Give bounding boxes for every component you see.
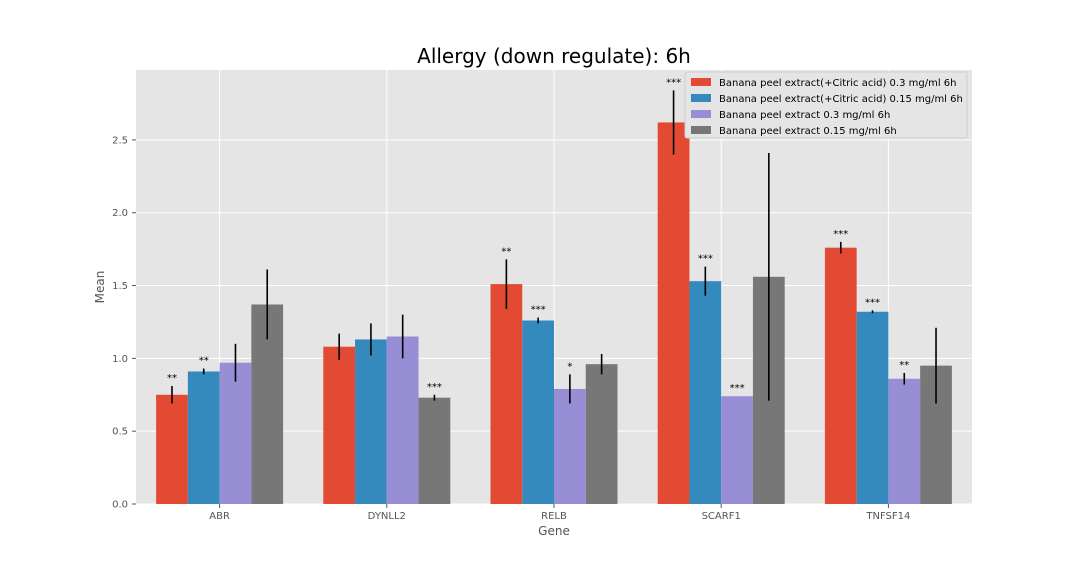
y-tick-label: 0.5: [112, 427, 128, 438]
bar: [323, 346, 356, 504]
bar: [187, 371, 220, 504]
significance-label: ***: [730, 383, 745, 394]
legend-swatch: [691, 94, 711, 102]
significance-label: **: [501, 246, 511, 257]
chart-title: Allergy (down regulate): 6h: [417, 44, 691, 68]
bar: [856, 311, 889, 504]
y-tick-label: 1.0: [112, 354, 128, 365]
significance-label: ***: [531, 305, 546, 316]
significance-label: ***: [698, 254, 713, 265]
legend-swatch: [691, 110, 711, 118]
bar: [355, 339, 387, 504]
significance-label: **: [899, 360, 909, 371]
legend-entry: Banana peel extract 0.3 mg/ml 6h: [719, 110, 890, 121]
y-tick-label: 2.5: [112, 135, 128, 146]
legend-swatch: [691, 126, 711, 134]
bar: [490, 284, 523, 504]
legend-entry: Banana peel extract(+Citric acid) 0.15 m…: [719, 94, 963, 105]
x-ticks: ABR DYNLL2 RELB SCARF1 TNFSF14: [209, 504, 910, 522]
significance-label: ***: [833, 229, 848, 240]
significance-labels: ******************************: [167, 77, 909, 394]
bar: [689, 281, 722, 504]
bar: [386, 336, 419, 504]
y-ticks: 0.0 0.5 1.0 1.5 2.0 2.5: [112, 135, 136, 511]
legend: Banana peel extract(+Citric acid) 0.3 mg…: [684, 71, 968, 139]
x-tick-label: ABR: [209, 511, 230, 522]
bar: [554, 388, 586, 504]
significance-label: ***: [427, 382, 442, 393]
x-tick-label: TNFSF14: [865, 511, 910, 522]
x-tick-label: DYNLL2: [368, 511, 406, 522]
y-tick-label: 1.5: [112, 281, 128, 292]
x-tick-label: SCARF1: [702, 511, 741, 522]
significance-label: ***: [865, 297, 880, 308]
bar: [824, 247, 857, 504]
bar: [219, 362, 252, 504]
bar: [418, 397, 451, 504]
legend-box: [684, 71, 968, 139]
legend-entry: Banana peel extract 0.15 mg/ml 6h: [719, 126, 897, 137]
significance-label: *: [567, 361, 572, 372]
bar: [657, 122, 690, 504]
y-tick-label: 0.0: [112, 500, 128, 511]
bar: [156, 394, 188, 504]
significance-label: ***: [666, 77, 681, 88]
legend-swatch: [691, 78, 711, 86]
significance-label: **: [167, 373, 177, 384]
error-bars: [171, 90, 937, 404]
bar: [721, 396, 753, 504]
bar: [888, 378, 921, 504]
x-tick-label: RELB: [541, 511, 567, 522]
y-axis-label: Mean: [93, 271, 107, 304]
bar: [522, 320, 554, 504]
significance-label: **: [199, 356, 209, 367]
bar: [585, 364, 618, 504]
legend-entry: Banana peel extract(+Citric acid) 0.3 mg…: [719, 78, 956, 89]
y-tick-label: 2.0: [112, 208, 128, 219]
x-axis-label: Gene: [538, 524, 570, 538]
